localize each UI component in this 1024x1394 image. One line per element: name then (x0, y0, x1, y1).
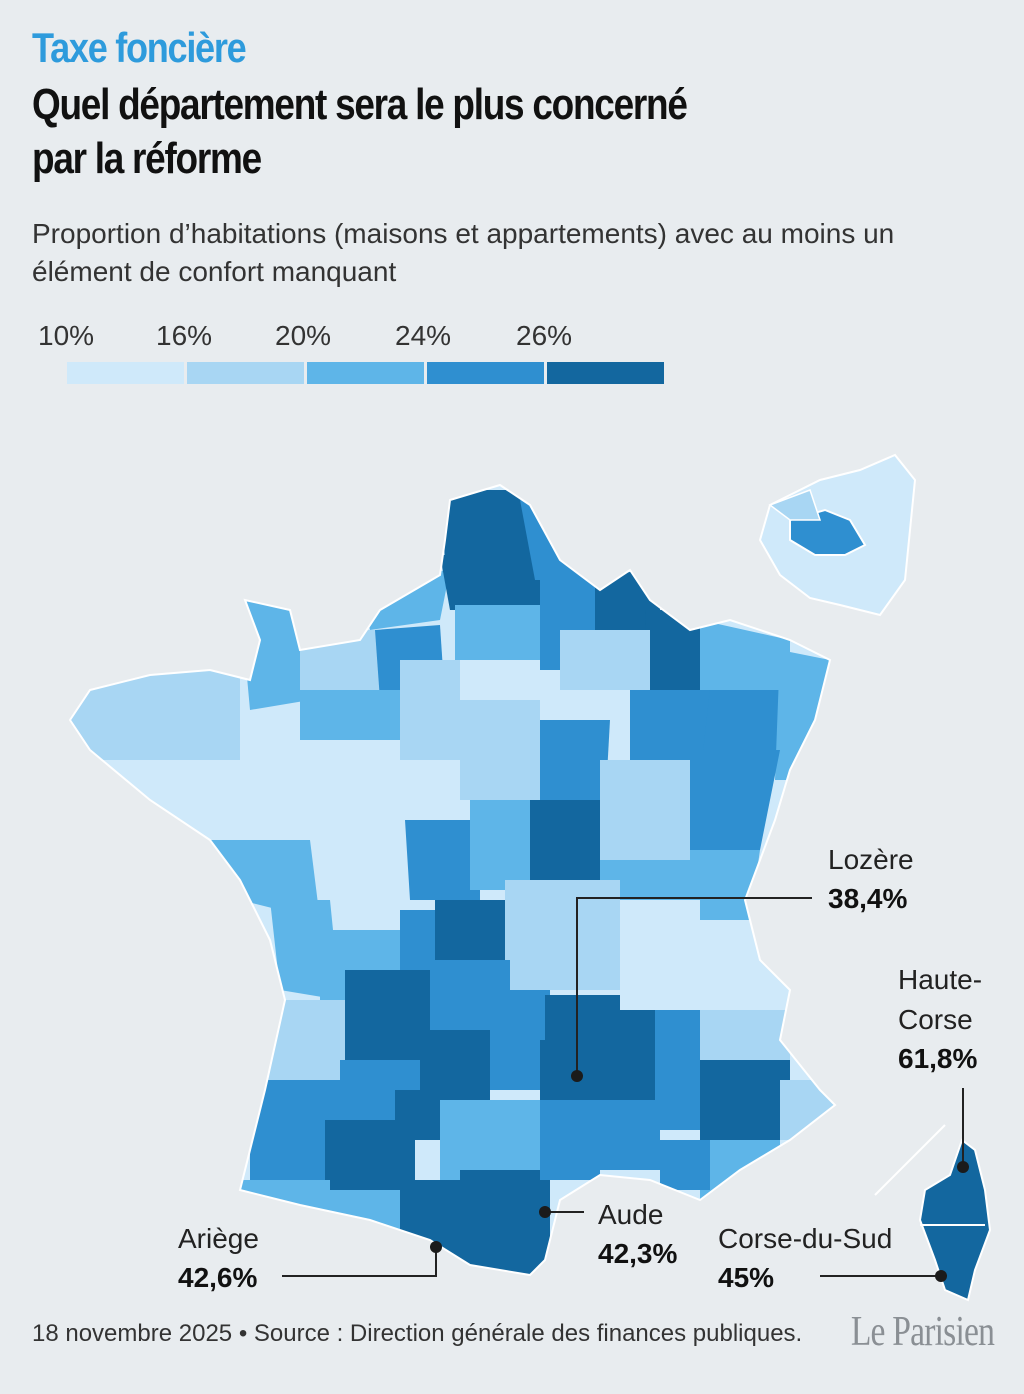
dep-marne (560, 630, 650, 690)
paris-inset (758, 453, 917, 617)
dep-ardeche (600, 1000, 660, 1100)
source-footer: 18 novembre 2025 • Source : Direction gé… (32, 1320, 803, 1347)
france-outline (68, 483, 837, 1277)
dep-alsace (775, 650, 830, 780)
paris-inner (789, 508, 867, 556)
dep-creuse (435, 900, 510, 970)
ariege-leader (282, 1247, 437, 1277)
dep-somme (440, 555, 540, 610)
callout-lines (282, 897, 964, 1277)
dep-lozere (540, 1040, 600, 1110)
legend-swatch-4 (427, 362, 544, 384)
dep-drome (655, 1010, 710, 1130)
legend-label-26: 26% (516, 320, 573, 351)
legend-label-24: 24% (395, 320, 452, 351)
legend-label-20: 20% (275, 320, 332, 351)
dep-landes (250, 1080, 340, 1180)
headline-line-2: par la réforme (32, 134, 262, 183)
dep-loiret (460, 700, 540, 800)
lozere-leader (576, 897, 812, 1076)
dep-vosges (700, 690, 780, 760)
legend-label-10: 10% (38, 320, 95, 351)
lozere-value: 38,4% (828, 883, 908, 914)
dep-herault (540, 1100, 600, 1180)
dep-savoie (700, 920, 790, 1010)
corsica (874, 1124, 992, 1302)
legend-swatch-3 (307, 362, 424, 384)
dep-jura (690, 850, 760, 920)
dep-orne (300, 690, 400, 740)
dep-hautes-pyrenees (330, 1190, 400, 1240)
dep-indre (405, 820, 480, 900)
dep-yonne (530, 720, 610, 810)
haute-corse-dot (957, 1161, 969, 1173)
legend-swatch-2 (187, 362, 304, 384)
aude-name: Aude (598, 1199, 664, 1230)
legend-swatch-5 (547, 362, 664, 384)
ariege-name: Ariège (178, 1223, 259, 1254)
haute-corse-value: 61,8% (898, 1043, 978, 1074)
ariege-value: 42,6% (178, 1262, 258, 1293)
val-doise (768, 489, 822, 521)
dep-aude (460, 1170, 550, 1275)
headline: Quel département sera le plus concerné p… (32, 78, 688, 186)
haute-corse-name-2: Corse (898, 1004, 973, 1035)
subtitle: Proportion d’habitations (maisons et app… (32, 218, 895, 287)
lozere-dot (571, 1070, 583, 1082)
haute-corse-name-1: Haute- (898, 964, 983, 995)
aude-value: 42,3% (598, 1238, 678, 1269)
le-parisien-logo: Le Parisien (850, 1309, 995, 1355)
dep-lot (420, 1030, 490, 1100)
dep-dordogne (345, 970, 430, 1060)
legend-swatch-1 (67, 362, 184, 384)
corse-du-sud-name: Corse-du-Sud (718, 1223, 893, 1254)
dep-saone-et-loire (600, 860, 690, 900)
dep-hautes-alpes (700, 1010, 790, 1060)
dep-cote-dor (600, 760, 690, 860)
dep-haute-saone (690, 750, 780, 850)
dep-cher (470, 800, 530, 890)
dep-moselle (700, 620, 790, 700)
dep-manche (240, 600, 310, 710)
dep-calvados (300, 630, 380, 700)
callout-dots (430, 1070, 969, 1282)
dep-gers (325, 1120, 415, 1190)
dep-nievre (525, 800, 600, 880)
haute-corse-shape (918, 1138, 992, 1302)
dep-rhone (620, 900, 700, 1010)
mainland-departements (70, 485, 835, 1275)
corse-du-sud-dot (935, 1270, 947, 1282)
dep-oise (455, 605, 540, 660)
kicker-title: Taxe foncière (32, 24, 247, 71)
corsica-separator (874, 1124, 946, 1196)
dep-alpes-hte-provence (700, 1060, 790, 1140)
dep-allier (505, 880, 620, 990)
dep-eure-et-loir (400, 660, 460, 760)
headline-line-1: Quel département sera le plus concerné (32, 80, 688, 129)
aude-dot (539, 1206, 551, 1218)
lozere-name: Lozère (828, 844, 914, 875)
corse-du-sud-value: 45% (718, 1262, 775, 1293)
dep-alpes-maritimes (780, 1080, 835, 1140)
dep-cantal (490, 990, 550, 1090)
dep-gard (600, 1100, 660, 1170)
legend-label-16: 16% (156, 320, 213, 351)
dep-gironde (265, 1000, 350, 1090)
dep-bouches-du-rhone (660, 1140, 710, 1190)
dep-tarn (440, 1100, 540, 1180)
dep-nord (440, 490, 540, 560)
ariege-dot (430, 1241, 442, 1253)
